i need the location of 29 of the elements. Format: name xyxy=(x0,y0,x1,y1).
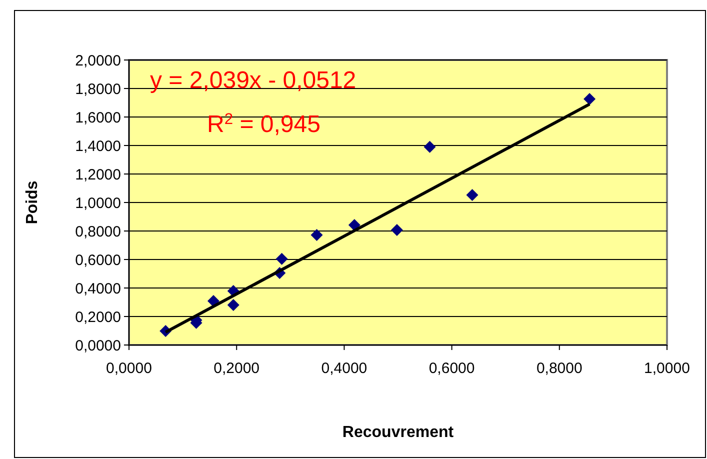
point xyxy=(227,298,240,311)
y-axis-title: Poids xyxy=(24,180,41,224)
y-tick-label: 1,2000 xyxy=(75,166,121,184)
y-tick-label: 0,2000 xyxy=(75,308,121,326)
y-tick-label: 2,0000 xyxy=(75,52,121,70)
point xyxy=(310,228,323,241)
x-tick-label: 0,6000 xyxy=(428,360,475,377)
point xyxy=(207,294,220,307)
x-tick-label: 0,8000 xyxy=(536,360,582,377)
point xyxy=(466,188,478,201)
annotation: y = 2,039x - 0,0512 xyxy=(150,67,356,94)
point xyxy=(424,140,436,153)
y-tick-label: 1,8000 xyxy=(75,80,121,98)
x-tick-label: 0,0000 xyxy=(106,360,152,377)
point xyxy=(390,224,403,236)
x-axis-title: Recouvrement xyxy=(342,424,454,441)
point xyxy=(348,219,360,232)
y-tick-label: 1,0000 xyxy=(75,194,121,212)
x-tick-label: 0,2000 xyxy=(214,360,260,377)
y-tick-label: 1,4000 xyxy=(75,138,121,155)
x-tick-label: 0,4000 xyxy=(321,360,368,377)
x-tick-label: 1,0000 xyxy=(644,360,690,377)
y-tick-label: 0,8000 xyxy=(75,223,121,240)
point xyxy=(276,252,288,265)
y-tick-label: 0,0000 xyxy=(75,337,121,354)
point xyxy=(584,93,596,106)
y-tick-label: 0,6000 xyxy=(75,252,121,269)
y-tick-label: 0,4000 xyxy=(75,280,121,298)
y-tick-label: 1,6000 xyxy=(75,109,121,126)
